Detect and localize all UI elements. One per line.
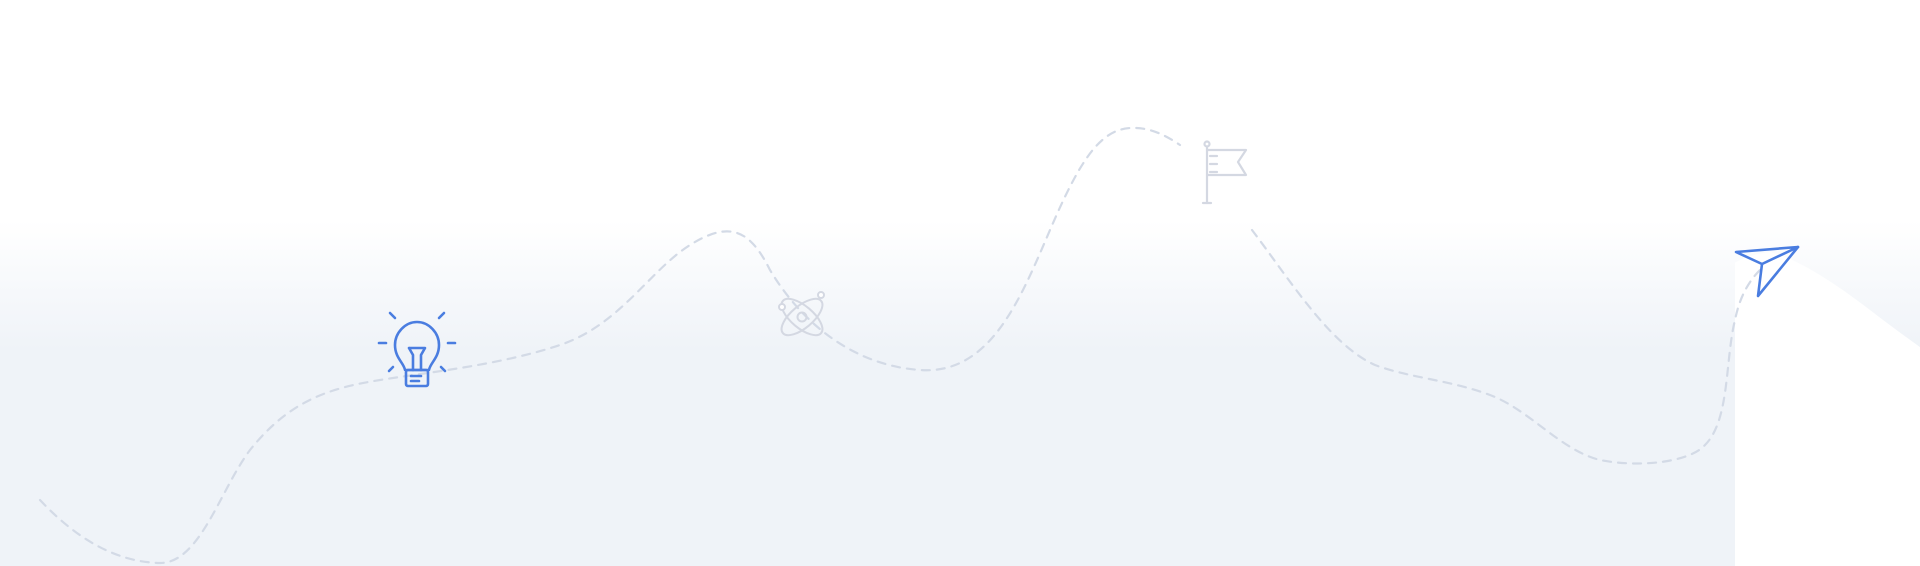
background-wave-main — [0, 220, 1920, 564]
flag-icon — [1201, 140, 1248, 205]
journey-path — [38, 126, 1182, 565]
paper-plane-icon — [1734, 245, 1800, 298]
lightbulb-icon — [377, 311, 457, 388]
atom-icon — [778, 291, 825, 337]
journey-path-2 — [1250, 228, 1762, 465]
